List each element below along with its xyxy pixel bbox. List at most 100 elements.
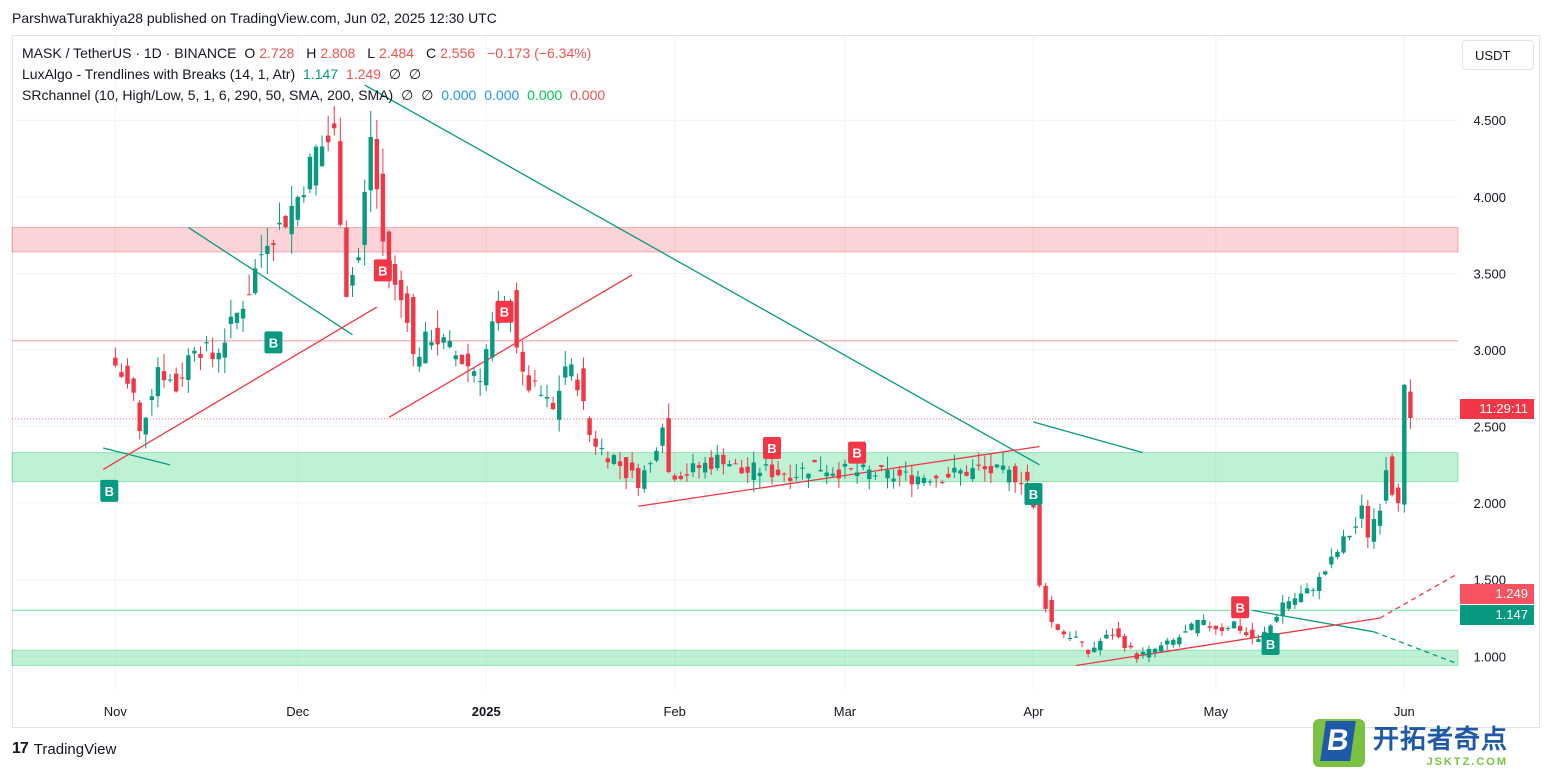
candle-body bbox=[879, 465, 884, 468]
candle-body bbox=[1292, 598, 1298, 605]
candle-body bbox=[684, 474, 690, 476]
candle-body bbox=[690, 463, 696, 473]
candle-body bbox=[392, 263, 398, 285]
trendline-down bbox=[103, 447, 171, 466]
resistance-zone bbox=[11, 226, 1459, 253]
candle-body bbox=[1165, 640, 1170, 645]
ohlc-close: C 2.556 bbox=[425, 45, 476, 61]
indicator-value: 0.000 bbox=[570, 87, 606, 103]
candle-body bbox=[240, 308, 246, 319]
candle-body bbox=[861, 464, 866, 468]
candle-body bbox=[429, 342, 434, 346]
break-marker bbox=[495, 300, 514, 323]
trendline-down bbox=[1252, 609, 1375, 633]
indicator-value: ∅ bbox=[388, 66, 402, 82]
trendline-down bbox=[187, 226, 353, 336]
candle-body bbox=[350, 275, 355, 286]
x-tick-label: Mar bbox=[834, 704, 857, 719]
candle-body bbox=[1353, 526, 1358, 528]
candle-body bbox=[1013, 466, 1018, 483]
tradingview-logo[interactable]: 17 TradingView bbox=[12, 740, 116, 758]
candle-body bbox=[830, 473, 835, 476]
break-marker-label: B bbox=[1235, 600, 1244, 615]
candle-body bbox=[192, 350, 197, 354]
candle-body bbox=[1195, 619, 1200, 634]
currency-button[interactable]: USDT bbox=[1462, 40, 1534, 70]
candle-body bbox=[1116, 628, 1121, 638]
candle-body bbox=[514, 289, 519, 348]
candle-body bbox=[867, 469, 872, 480]
candle-body bbox=[246, 294, 252, 296]
candle-body bbox=[301, 195, 307, 198]
legend-indicator-trendlines[interactable]: LuxAlgo - Trendlines with Breaks (14, 1,… bbox=[22, 66, 425, 83]
lower-trendline-price-tag: 1.147 bbox=[1460, 605, 1534, 625]
candle-body bbox=[447, 340, 452, 348]
candle-body bbox=[465, 353, 471, 367]
candle-body bbox=[1171, 639, 1176, 645]
candle-body bbox=[757, 472, 763, 476]
indicator-value: ∅ bbox=[401, 87, 414, 103]
candle-body bbox=[1237, 625, 1243, 631]
break-marker bbox=[848, 441, 867, 464]
y-tick-label: 4.000 bbox=[1473, 190, 1506, 205]
candle-body bbox=[715, 454, 720, 469]
candle-body bbox=[405, 293, 410, 323]
x-tick-label: 2025 bbox=[472, 704, 501, 719]
break-marker bbox=[1024, 482, 1043, 505]
candle-body bbox=[733, 463, 738, 465]
candle-body bbox=[994, 464, 1000, 468]
candle-body bbox=[435, 327, 440, 345]
candle-body bbox=[228, 316, 234, 324]
candle-body bbox=[222, 342, 227, 358]
candle-body bbox=[417, 356, 422, 367]
y-tick-label: 1.000 bbox=[1473, 649, 1506, 664]
candle-body bbox=[909, 475, 915, 485]
grid bbox=[12, 36, 1458, 690]
trendline-up bbox=[388, 274, 633, 418]
candle-body bbox=[161, 371, 167, 381]
legend-indicator-srchannel[interactable]: SRchannel (10, High/Low, 5, 1, 6, 290, 5… bbox=[22, 87, 609, 104]
candle-body bbox=[289, 205, 294, 235]
candle-body bbox=[763, 464, 769, 466]
break-marker-label: B bbox=[852, 446, 861, 461]
candle-body bbox=[794, 476, 799, 478]
candle-body bbox=[1152, 648, 1158, 653]
candle-body bbox=[477, 381, 483, 383]
candle-body bbox=[1231, 621, 1237, 629]
candle-body bbox=[1280, 602, 1285, 617]
candle-body bbox=[897, 469, 902, 476]
candle-body bbox=[1317, 577, 1322, 591]
candle-body bbox=[490, 321, 495, 358]
candle-body bbox=[459, 354, 465, 364]
candle-body bbox=[295, 197, 300, 220]
candle-body bbox=[1256, 639, 1261, 642]
watermark-cn: 开拓者奇点 bbox=[1373, 723, 1509, 754]
candle-body bbox=[629, 462, 635, 471]
candle-body bbox=[581, 368, 586, 402]
candle-body bbox=[1408, 391, 1413, 418]
candle-body bbox=[806, 473, 811, 479]
indicator-name: SRchannel (10, High/Low, 5, 1, 6, 290, 5… bbox=[22, 87, 394, 103]
candle-body bbox=[775, 469, 781, 476]
candle-body bbox=[180, 377, 185, 379]
candle-body bbox=[374, 138, 379, 190]
candle-body bbox=[1201, 619, 1206, 625]
candle-body bbox=[1298, 593, 1304, 603]
candle-body bbox=[1304, 588, 1310, 594]
break-marker bbox=[373, 259, 392, 282]
candle-body bbox=[1213, 625, 1219, 630]
candle-body bbox=[885, 470, 890, 479]
candle-body bbox=[903, 471, 908, 473]
candle-body bbox=[277, 222, 282, 225]
candle-body bbox=[842, 463, 848, 467]
candle-body bbox=[976, 464, 981, 466]
candle-body bbox=[617, 461, 623, 467]
candle-body bbox=[1329, 556, 1334, 565]
candle-body bbox=[678, 475, 683, 480]
candle-body bbox=[1335, 551, 1340, 558]
x-tick-label: Dec bbox=[286, 704, 310, 719]
indicator-value: 1.147 bbox=[303, 66, 339, 82]
candle-body bbox=[557, 390, 562, 420]
candle-body bbox=[611, 455, 617, 464]
